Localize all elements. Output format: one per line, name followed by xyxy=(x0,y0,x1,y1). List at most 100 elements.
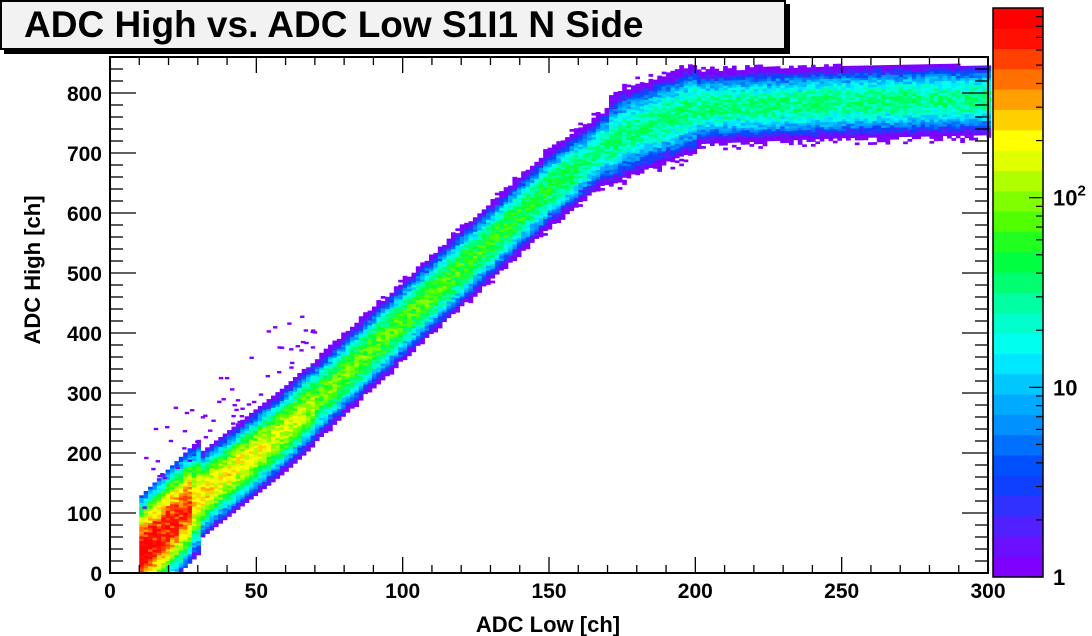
heatmap-cell xyxy=(310,382,316,386)
heatmap-cell xyxy=(587,164,592,167)
heatmap-cell xyxy=(573,171,579,175)
heatmap-cell xyxy=(521,226,526,230)
heatmap-cell xyxy=(161,557,166,561)
heatmap-cell xyxy=(319,367,324,370)
heatmap-cell xyxy=(393,286,399,289)
heatmap-cell xyxy=(244,464,250,467)
heatmap-cell xyxy=(499,219,504,223)
heatmap-cell xyxy=(345,405,351,408)
heatmap-cell xyxy=(200,532,206,536)
heatmap-cell xyxy=(371,323,377,327)
heatmap-cell xyxy=(442,304,447,308)
heatmap-cell xyxy=(604,177,610,181)
heatmap-cell xyxy=(385,335,390,338)
heatmap-cell xyxy=(753,91,759,94)
heatmap-cell xyxy=(310,401,316,405)
heatmap-cell xyxy=(310,394,316,398)
heatmap-cell xyxy=(222,462,228,466)
heatmap-cell xyxy=(670,154,676,158)
heatmap-cell xyxy=(196,487,202,491)
heatmap-cell xyxy=(666,158,671,162)
heatmap-cell xyxy=(148,486,153,490)
heatmap-cell xyxy=(753,127,759,130)
heatmap-cell xyxy=(472,262,478,266)
heatmap-cell xyxy=(411,279,417,283)
heatmap-cell xyxy=(187,553,193,557)
heatmap-cell xyxy=(450,244,456,247)
heatmap-cell xyxy=(218,472,223,476)
heatmap-cell xyxy=(587,171,592,174)
heatmap-cell xyxy=(328,409,333,413)
heatmap-cell xyxy=(622,134,627,137)
heatmap-cell xyxy=(595,176,601,180)
heatmap-cell xyxy=(635,122,641,125)
heatmap-cell xyxy=(609,104,614,108)
heatmap-cell xyxy=(380,336,386,340)
heatmap-cell xyxy=(630,106,636,110)
heatmap-cell xyxy=(148,558,153,562)
heatmap-cell xyxy=(582,152,588,156)
heatmap-cell xyxy=(661,95,667,99)
heatmap-cell xyxy=(630,138,636,141)
heatmap-cell xyxy=(723,92,728,96)
heatmap-cell xyxy=(490,220,496,224)
heatmap-cell xyxy=(161,543,166,547)
heatmap-cell xyxy=(543,192,548,195)
heatmap-cell xyxy=(385,366,390,370)
heatmap-cell xyxy=(253,447,259,451)
heatmap-cell xyxy=(323,403,329,407)
heatmap-cell xyxy=(508,247,513,251)
heatmap-cell xyxy=(446,272,452,275)
heatmap-cell xyxy=(235,444,241,448)
heatmap-cell xyxy=(582,155,588,159)
heatmap-cell xyxy=(178,521,184,525)
heatmap-cell xyxy=(218,470,223,474)
heatmap-cell xyxy=(705,138,711,142)
heatmap-cell xyxy=(705,73,711,77)
heatmap-cell xyxy=(494,255,500,258)
heatmap-cell xyxy=(187,491,193,495)
heatmap-cell xyxy=(209,487,215,490)
heatmap-cell xyxy=(740,103,746,107)
heatmap-cell xyxy=(639,125,645,129)
heatmap-cell xyxy=(674,90,680,94)
heatmap-cell xyxy=(503,254,509,258)
heatmap-cell xyxy=(205,516,210,520)
heatmap-cell xyxy=(328,390,333,393)
heatmap-cell xyxy=(639,120,645,124)
heatmap-cell xyxy=(591,136,597,140)
heatmap-cell xyxy=(389,326,395,330)
heatmap-cell xyxy=(709,133,715,137)
heatmap-cell xyxy=(275,461,281,465)
heatmap-cell xyxy=(516,254,522,258)
heatmap-cell xyxy=(723,94,728,98)
heatmap-cell xyxy=(231,501,237,504)
heatmap-cell xyxy=(516,206,522,210)
heatmap-cell xyxy=(516,230,522,234)
heatmap-cell xyxy=(143,519,149,523)
heatmap-cell xyxy=(683,104,689,108)
heatmap-cell xyxy=(376,316,382,320)
heatmap-cell xyxy=(600,120,605,124)
heatmap-cell xyxy=(411,275,417,278)
heatmap-cell xyxy=(266,427,272,431)
heatmap-cell xyxy=(231,496,237,499)
heatmap-cell xyxy=(455,283,461,287)
heatmap-cell xyxy=(231,508,237,511)
heatmap-cell xyxy=(284,464,289,468)
heatmap-cell xyxy=(178,519,184,522)
heatmap-cell xyxy=(442,249,447,253)
heatmap-cell xyxy=(525,227,531,231)
heatmap-cell xyxy=(635,86,641,89)
heatmap-cell xyxy=(297,430,302,434)
heatmap-cell xyxy=(723,142,728,146)
heatmap-cell xyxy=(556,153,562,156)
heatmap-cell xyxy=(569,198,575,202)
heatmap-cell xyxy=(499,265,504,269)
heatmap-cell xyxy=(670,73,676,76)
heatmap-cell xyxy=(297,396,302,400)
heatmap-cell xyxy=(709,83,715,87)
heatmap-cell xyxy=(433,300,439,304)
heatmap-cell xyxy=(701,86,706,89)
heatmap-cell xyxy=(275,449,281,453)
